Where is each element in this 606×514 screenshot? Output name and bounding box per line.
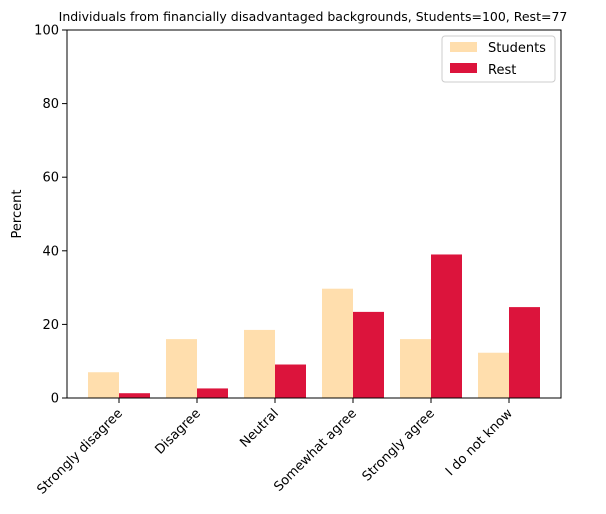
bar-students-2 (244, 329, 275, 398)
y-tick-label: 0 (51, 392, 59, 407)
plot-frame (66, 29, 562, 399)
legend: Students Rest (441, 35, 556, 83)
y-tick-label: 80 (42, 97, 59, 112)
bar-rest-4 (431, 254, 462, 398)
bar-rest-5 (509, 307, 540, 398)
bar-students-0 (88, 372, 119, 398)
y-axis: 0 20 40 60 80 100 (34, 24, 67, 407)
y-tick-label: 60 (42, 171, 59, 186)
bar-rest-3 (353, 311, 384, 398)
bars-group (88, 254, 540, 398)
x-axis: Strongly disagree Disagree NeutralSomewhat… (34, 398, 516, 498)
bar-rest-1 (197, 388, 228, 398)
legend-label-rest: Rest (488, 63, 516, 78)
chart-title: Individuals from financially disadvantag… (59, 9, 568, 24)
bar-students-1 (166, 339, 197, 398)
x-tick-label: Disagree (152, 406, 203, 457)
x-tick-label: Strongly disagree (34, 406, 125, 497)
bar-students-5 (478, 352, 509, 398)
bar-rest-2 (275, 364, 306, 398)
legend-label-students: Students (488, 41, 546, 56)
bar-students-3 (322, 288, 353, 398)
y-tick-label: 100 (34, 24, 59, 39)
legend-swatch-rest (450, 63, 477, 73)
x-tick-label: I do not know (443, 406, 516, 479)
y-tick-label: 20 (42, 318, 59, 333)
y-tick-label: 40 (42, 244, 59, 259)
x-tick-label: Strongly agree (360, 406, 438, 484)
bar-rest-0 (119, 393, 150, 398)
y-axis-label: Percent (10, 190, 25, 239)
x-tick-label: Somewhat agree (271, 406, 360, 495)
legend-swatch-students (450, 42, 477, 52)
bar-students-4 (400, 339, 431, 398)
x-tick-label: Neutral (237, 406, 282, 451)
